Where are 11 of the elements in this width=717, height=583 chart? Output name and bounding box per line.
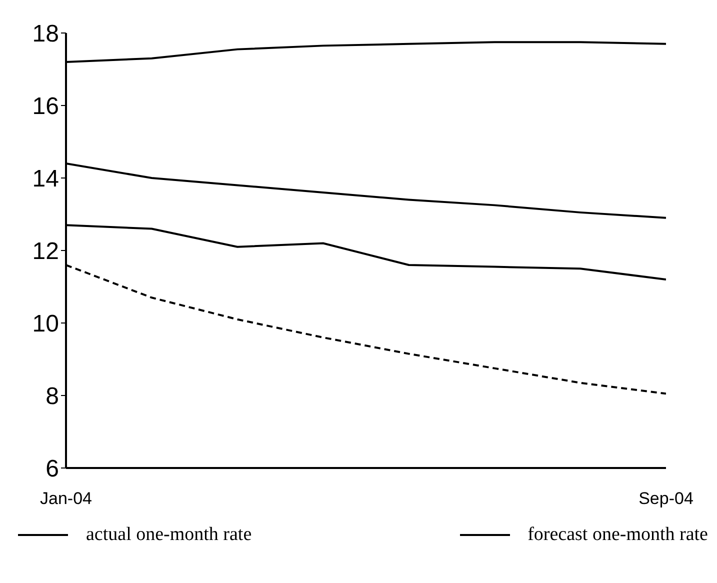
y-tick-label: 10 — [32, 310, 59, 338]
y-tick-label: 6 — [46, 456, 59, 483]
legend-label: forecast one-month rate — [528, 524, 708, 546]
x-tick-label: Sep-04 — [638, 489, 694, 508]
y-tick-label: 14 — [32, 166, 59, 193]
y-tick-label: 8 — [46, 383, 59, 410]
x-tick-label: Jan-04 — [40, 489, 92, 508]
y-tick-label: 18 — [32, 20, 59, 48]
y-tick-label: 16 — [32, 93, 59, 120]
y-tick-label: 12 — [32, 238, 59, 266]
legend-label: actual one-month rate — [86, 524, 252, 546]
